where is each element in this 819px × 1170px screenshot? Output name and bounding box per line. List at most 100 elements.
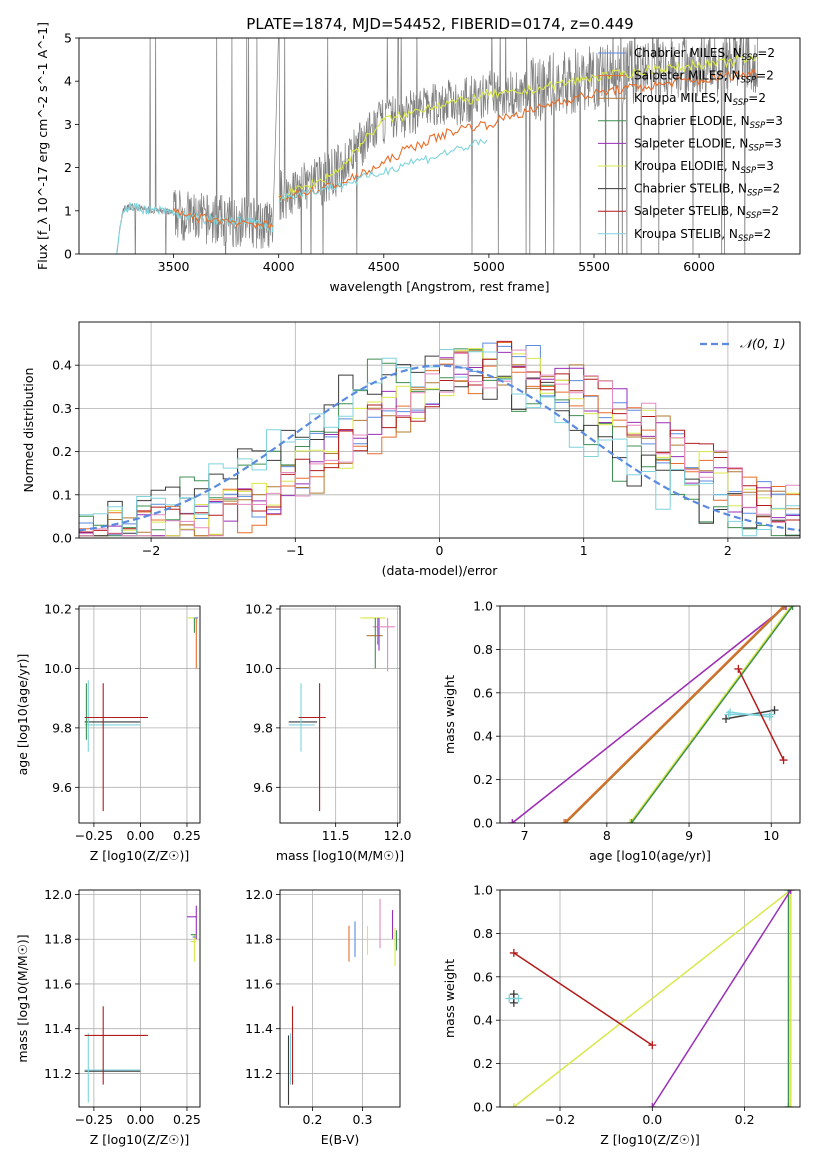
y-tick-label: 11.8 [245,932,273,947]
x-tick-label: 0 [436,543,444,558]
weight-line [737,668,785,761]
x-axis-label: age [log10(age/yr)] [589,848,711,863]
grid [500,889,800,1108]
plot-area [116,38,758,254]
point-marker [514,994,523,1003]
histogram-pink [79,349,800,537]
y-tick-label: 12.0 [245,887,273,902]
plot-area [79,340,800,537]
model-young-cyan [278,138,488,203]
legend-label: Salpeter MILES, NSSP=2 [634,69,774,86]
x-tick-label: 10 [763,828,779,843]
point-marker [509,998,518,1007]
legend-label: Chabrier ELODIE, NSSP=3 [634,114,783,131]
axes-frame [279,605,401,824]
grid [79,890,200,1107]
axes-mass-vs-ebv: 0.2 0.3 11.2 11.4 11.6 11.8 12.0 E(B-V) [245,887,401,1147]
x-tick-label: −0.25 [75,828,113,843]
point-marker [505,994,514,1003]
point-marker [625,819,634,823]
axes-frame [279,889,401,1108]
weight-line [730,711,770,718]
x-tick-label: 6000 [683,259,715,274]
legend-label: Kroupa MILES, NSSP=2 [634,91,766,108]
point-marker [784,1103,793,1107]
point-marker [782,606,791,610]
weight-line [565,606,786,823]
y-tick-label: 5 [64,31,72,46]
plot-area [84,617,199,812]
x-tick-label: 0.25 [173,828,201,843]
axes-massweight-vs-z: −0.2 0.0 0.2 0.0 0.2 0.4 0.6 0.8 1.0 Z [log10(Z/Z… [442,883,801,1147]
axes-frame [78,889,201,1108]
y-tick-label: 0.8 [473,926,493,941]
x-axis-label: Z [log10(Z/Z☉)] [90,1132,190,1147]
legend-label: Kroupa STELIB, NSSP=2 [634,227,771,244]
y-tick-label: 9.8 [253,720,273,735]
weight-line [563,606,785,823]
grid [280,606,400,823]
x-tick-label: −2 [142,543,160,558]
point-marker [560,819,569,823]
point-marker [509,1103,518,1107]
y-axis-label: mass weight [442,959,457,1038]
grid [280,890,400,1107]
y-tick-label: 10.2 [44,601,72,616]
y-tick-label: 11.6 [245,976,273,991]
y-tick-label: 0.0 [473,816,493,831]
x-axis-label: Z [log10(Z/Z☉)] [90,848,190,863]
x-tick-label: 7 [521,828,529,843]
x-tick-label: 3500 [158,259,190,274]
x-tick-label: 11.5 [322,828,350,843]
y-tick-label: 0.0 [473,1100,493,1115]
x-tick-label: 0.0 [642,1112,662,1127]
x-tick-label: 0.00 [127,828,155,843]
weight-line [651,890,792,1107]
y-tick-label: 9.8 [52,720,72,735]
x-tick-label: 0.25 [173,1112,201,1127]
x-tick-label: 0.2 [735,1112,755,1127]
x-axis-label: mass [log10(M/M☉)] [276,848,404,863]
figure-title: PLATE=1874, MJD=54452, FIBERID=0174, z=0… [246,15,633,33]
point-marker [726,708,735,717]
y-tick-label: 11.4 [44,1021,72,1036]
x-tick-label: 5000 [473,259,505,274]
x-tick-label: 1 [580,543,588,558]
y-tick-label: 0 [64,247,72,262]
y-axis-label: age [log10(age/yr)] [15,654,30,776]
plot-area [505,890,795,1107]
point-marker [786,1103,795,1107]
y-tick-label: 1.0 [473,599,493,614]
axes-frame [499,605,801,824]
y-tick-label: 10.0 [44,661,72,676]
y-tick-label: 0.4 [473,729,493,744]
legend: 𝒩(0, 1) [700,336,786,351]
point-marker [648,1041,657,1050]
y-tick-label: 3 [64,117,72,132]
y-tick-label: 0.2 [473,772,493,787]
model-red-mid-left [173,208,274,231]
x-tick-label: 4000 [263,259,295,274]
y-tick-label: 11.6 [44,976,72,991]
point-marker [781,606,790,610]
observed-spectrum [116,38,758,254]
weight-line [511,606,787,823]
y-tick-label: 0.8 [473,642,493,657]
x-tick-label: 0.2 [303,1112,323,1127]
legend: Chabrier MILES, NSSP=2 Salpeter MILES, NS… [598,46,783,244]
x-axis-label: (data-model)/error [382,563,499,578]
point-marker [508,819,517,823]
axes-massweight-vs-age: 7 8 9 10 0.0 0.2 0.4 0.6 0.8 1.0 age [log10(age/yr… [442,599,801,863]
x-tick-label: 9 [685,828,693,843]
y-tick-label: 1.0 [473,883,493,898]
legend-label: 𝒩(0, 1) [740,336,786,351]
y-tick-label: 11.4 [245,1021,273,1036]
x-axis-label: Z [log10(Z/Z☉)] [600,1132,700,1147]
legend-label: Salpeter STELIB, NSSP=2 [634,204,779,221]
weight-line [513,952,653,1046]
y-tick-label: 0.4 [52,358,72,373]
y-tick-label: 11.2 [44,1066,72,1081]
histogram-kroupa_miles [79,350,800,537]
plot-area [508,606,797,823]
